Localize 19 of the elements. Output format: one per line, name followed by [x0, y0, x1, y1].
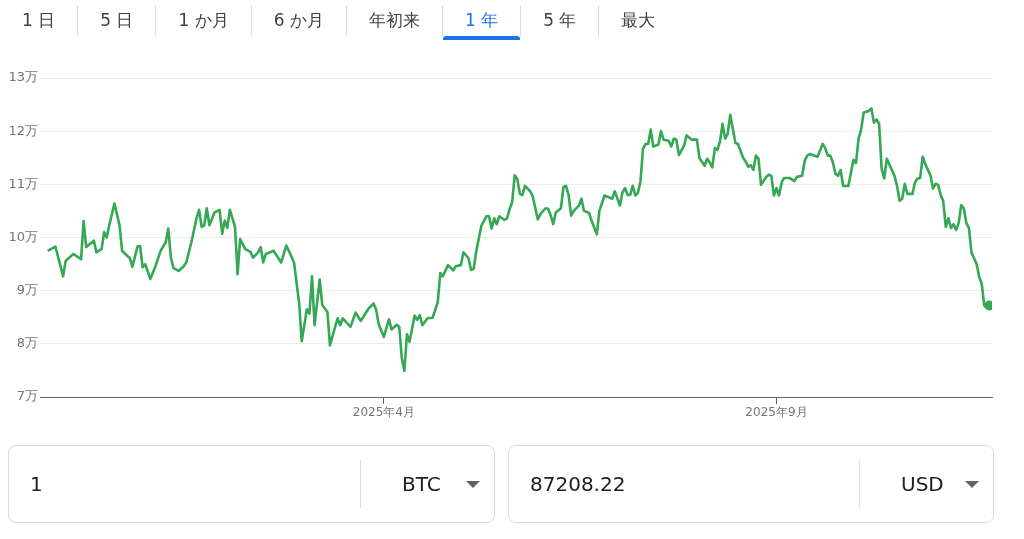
x-tick-label: 2025年9月 [745, 405, 808, 420]
x-tick-label: 2025年4月 [352, 405, 415, 420]
text: 6 か月 [272, 9, 325, 32]
y-tick-label: 8万 [16, 335, 38, 351]
currency-field: 1 BTC [8, 445, 495, 523]
y-tick-label: 9万 [16, 282, 38, 298]
text: 1 年 [463, 9, 500, 32]
y-tick-label: 13万 [8, 69, 38, 85]
text: 最大 [620, 9, 657, 32]
currency-field: 87208.22 USD [508, 445, 994, 523]
y-tick-label: 11万 [8, 175, 38, 191]
text: 5 日 [99, 9, 135, 32]
text: 5 年 [542, 9, 578, 32]
text: 1 か月 [177, 9, 230, 32]
y-tick-label: 10万 [8, 228, 38, 244]
text: 1 日 [21, 9, 57, 32]
y-tick-label: 12万 [8, 122, 38, 138]
y-tick-label: 7万 [16, 388, 38, 404]
text: 年初来 [367, 9, 421, 32]
